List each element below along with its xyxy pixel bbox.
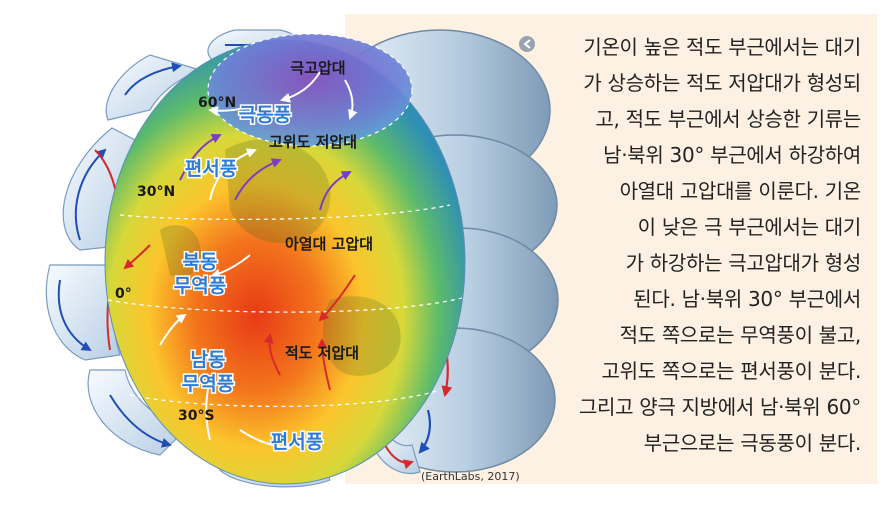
label-polar-easterlies: 극동풍 bbox=[239, 104, 291, 126]
caption-line: 아열대 고압대를 이룬다. 기온 bbox=[619, 179, 862, 203]
label-se-trades-line2: 무역풍 bbox=[182, 373, 234, 395]
label-equatorial-low: 적도 저압대 bbox=[285, 344, 359, 362]
circle-arrow-icon bbox=[519, 36, 535, 52]
caption-line: 이 낮은 극 부근에서는 대기 bbox=[637, 215, 862, 239]
source-credit: (EarthLabs, 2017) bbox=[421, 470, 520, 483]
label-westerlies-north: 편서풍 bbox=[185, 158, 237, 180]
caption-line: 적도 쪽으로는 무역풍이 불고, bbox=[619, 323, 862, 347]
caption-line: 된다. 남·북위 30° 부근에서 bbox=[633, 287, 861, 311]
wind-labels: 극동풍 편서풍 북동 무역풍 남동 무역풍 편서풍 bbox=[172, 103, 324, 455]
caption-line: 가 상승하는 적도 저압대가 형성되 bbox=[583, 71, 861, 95]
caption-line: 기온이 높은 적도 부근에서는 대기 bbox=[583, 35, 861, 59]
label-subtropical-high: 아열대 고압대 bbox=[285, 235, 373, 253]
label-lat-60n: 60°N bbox=[198, 95, 236, 111]
label-lat-30s: 30°S bbox=[178, 408, 215, 424]
label-se-trades-line1: 남동 bbox=[191, 349, 226, 371]
surface-wind-arrows bbox=[123, 71, 358, 453]
caption-line: 남·북위 30° 부근에서 하강하여 bbox=[603, 143, 861, 167]
label-subpolar-low: 고위도 저압대 bbox=[269, 133, 357, 151]
caption-line: 고, 적도 부근에서 상승한 기류는 bbox=[595, 107, 861, 131]
label-westerlies-south: 편서풍 bbox=[271, 431, 323, 453]
label-lat-30n: 30°N bbox=[137, 184, 175, 200]
caption-line: 고위도 쪽으로는 편서풍이 분다. bbox=[601, 359, 861, 383]
label-ne-trades-line1: 북동 bbox=[183, 251, 218, 273]
pressure-belt-labels: 극고압대 고위도 저압대 아열대 고압대 적도 저압대 bbox=[269, 59, 373, 362]
label-polar-high: 극고압대 bbox=[290, 59, 345, 77]
label-ne-trades-line2: 무역풍 bbox=[174, 275, 226, 297]
label-lat-0: 0° bbox=[115, 286, 132, 302]
caption-line: 가 하강하는 극고압대가 형성 bbox=[625, 251, 862, 275]
caption-line: 부근으로는 극동풍이 분다. bbox=[643, 431, 862, 455]
globe bbox=[104, 33, 466, 485]
latitude-labels: 60°N 30°N 0° 30°S bbox=[115, 95, 236, 424]
caption-line: 그리고 양극 지방에서 남·북위 60° bbox=[578, 395, 861, 419]
